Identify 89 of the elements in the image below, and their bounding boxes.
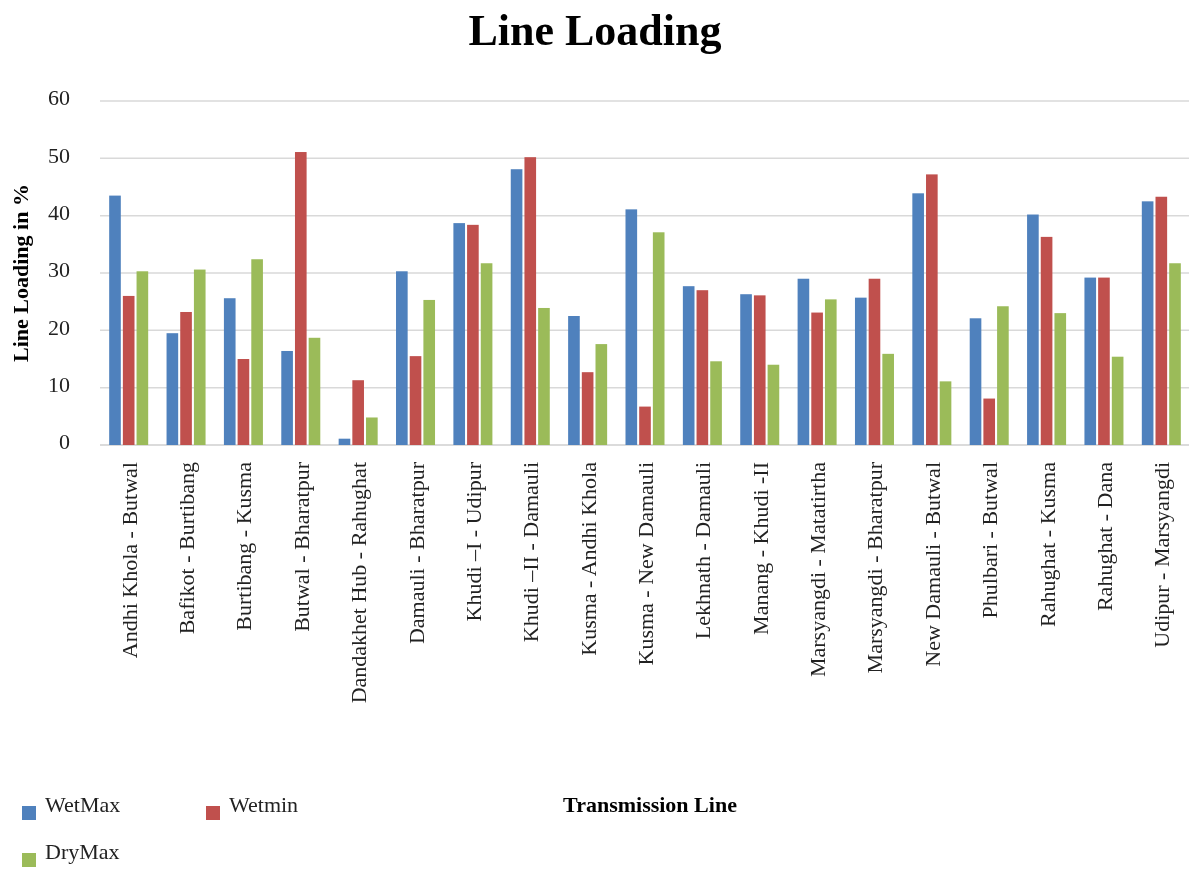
bar bbox=[696, 290, 709, 445]
bar bbox=[294, 152, 307, 445]
bar bbox=[912, 193, 924, 445]
bar bbox=[1054, 313, 1067, 445]
x-tick-label: Marsyangdi - Matatirtha bbox=[805, 461, 831, 678]
x-tick-label: Phulbari - Butwal bbox=[977, 462, 1003, 619]
x-tick-label: Butwal - Bharatpur bbox=[288, 461, 314, 632]
bar bbox=[926, 174, 938, 445]
bar bbox=[281, 350, 293, 445]
bar bbox=[1155, 196, 1168, 445]
bar bbox=[251, 259, 263, 445]
bar bbox=[639, 406, 651, 445]
bar bbox=[180, 311, 192, 445]
x-tick-label: Lekhnath - Damauli bbox=[690, 462, 716, 640]
x-tick-label: Rahughat - Dana bbox=[1091, 461, 1117, 612]
y-tick-label: 50 bbox=[48, 142, 70, 168]
bar bbox=[983, 398, 996, 445]
bar bbox=[1084, 277, 1097, 445]
y-tick-label: 0 bbox=[59, 429, 70, 455]
y-tick-label: 10 bbox=[48, 372, 70, 398]
x-tick-label: Khudi –II - Damauli bbox=[518, 462, 544, 643]
bar bbox=[1098, 277, 1110, 445]
bar bbox=[1169, 263, 1181, 445]
x-tick-label: Khudi –I - Udipur bbox=[460, 461, 486, 622]
bar bbox=[868, 278, 881, 445]
x-axis-title: Transmission Line bbox=[563, 792, 738, 817]
bar bbox=[882, 353, 894, 445]
bar bbox=[740, 294, 752, 445]
bar bbox=[396, 271, 408, 445]
bar bbox=[338, 438, 351, 445]
bar bbox=[581, 372, 594, 445]
bar bbox=[409, 356, 422, 445]
legend-label: WetMax bbox=[45, 792, 121, 817]
bar bbox=[997, 306, 1009, 445]
bar bbox=[467, 224, 479, 445]
bar bbox=[854, 297, 867, 445]
bar bbox=[109, 195, 121, 445]
y-tick-label: 40 bbox=[48, 200, 70, 226]
bar bbox=[824, 299, 837, 445]
bar bbox=[568, 316, 580, 445]
bar bbox=[308, 337, 321, 445]
bar bbox=[122, 295, 135, 445]
x-tick-label: Dandakhet Hub - Rahughat bbox=[346, 462, 372, 704]
bar bbox=[510, 169, 523, 445]
x-tick-label: Kusma - Andhi Khola bbox=[575, 461, 601, 656]
y-tick-label: 60 bbox=[48, 85, 70, 111]
x-tick-label: Rahughat - Kusma bbox=[1034, 461, 1060, 627]
bar bbox=[352, 380, 364, 445]
x-tick-label: Marsyangdi - Bharatpur bbox=[862, 461, 888, 674]
y-axis-title: Line Loading in % bbox=[8, 184, 33, 362]
bar bbox=[595, 344, 608, 445]
bar bbox=[453, 223, 466, 445]
bar bbox=[652, 232, 665, 445]
y-tick-label: 30 bbox=[48, 257, 70, 283]
bar bbox=[480, 263, 493, 445]
bar bbox=[423, 299, 436, 445]
bar bbox=[366, 417, 378, 445]
bar bbox=[682, 286, 695, 445]
x-tick-label: Udipur - Marsyangdi bbox=[1149, 462, 1175, 648]
bar bbox=[939, 381, 952, 445]
legend-label: DryMax bbox=[45, 839, 120, 864]
x-tick-label: Kusma - New Damauli bbox=[633, 462, 658, 666]
bar bbox=[797, 278, 810, 445]
x-tick-label: Burtibang - Kusma bbox=[231, 461, 257, 631]
bar bbox=[1040, 236, 1053, 445]
bar bbox=[969, 318, 982, 445]
bar bbox=[753, 295, 766, 445]
bar bbox=[538, 307, 550, 445]
bar bbox=[625, 209, 638, 445]
bar bbox=[223, 298, 236, 445]
legend-label: Wetmin bbox=[229, 792, 299, 817]
chart-title: Line Loading bbox=[468, 6, 722, 55]
x-tick-label: Andhi Khola - Butwal bbox=[116, 462, 142, 659]
bar bbox=[767, 364, 780, 445]
x-tick-label: New Damauli - Butwal bbox=[919, 462, 945, 667]
bar bbox=[811, 312, 823, 445]
x-tick-label: Bafikot - Burtibang bbox=[174, 462, 200, 635]
x-tick-label: Manang - Khudi -II bbox=[747, 462, 773, 635]
bar bbox=[710, 361, 722, 445]
bar bbox=[524, 157, 537, 445]
bar bbox=[193, 269, 206, 445]
bar bbox=[1027, 214, 1039, 445]
y-tick-label: 20 bbox=[48, 314, 70, 340]
bar bbox=[166, 333, 179, 445]
bar bbox=[1141, 201, 1154, 445]
bar bbox=[237, 359, 250, 445]
bar bbox=[136, 271, 149, 445]
x-tick-label: Damauli - Bharatpur bbox=[403, 461, 429, 645]
bar bbox=[1111, 356, 1124, 445]
